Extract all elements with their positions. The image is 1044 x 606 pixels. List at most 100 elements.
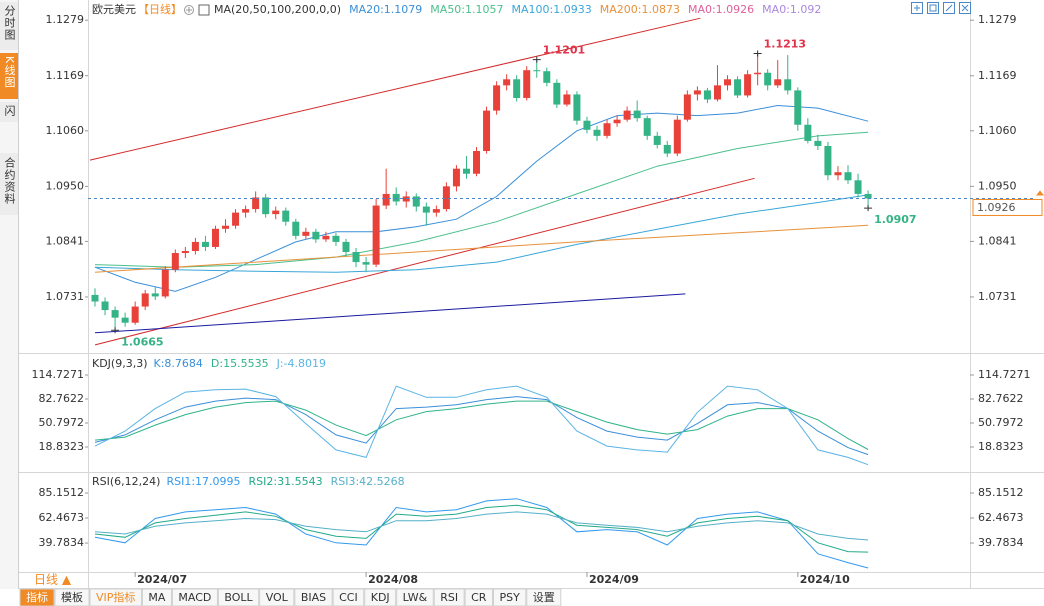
tab-label[interactable]: 设置: [533, 591, 555, 604]
candle-body: [252, 197, 260, 210]
candle-body: [543, 71, 551, 83]
candle-body: [101, 301, 109, 311]
candle-body: [91, 294, 99, 302]
tab-label[interactable]: RSI: [440, 591, 458, 604]
annotation-marker: [532, 56, 541, 63]
tab-label[interactable]: VIP指标: [96, 590, 135, 604]
icon[interactable]: [911, 2, 923, 14]
sidebar-tab[interactable]: [0, 2, 18, 50]
tab[interactable]: [464, 588, 493, 606]
x-tick-label: 2024/09: [589, 573, 639, 586]
sidebar-label[interactable]: 合约资料: [3, 156, 16, 205]
tab-label[interactable]: BIAS: [301, 591, 326, 604]
y-tick-label: 82.7622: [39, 392, 85, 405]
legend-entry: D:15.5535: [211, 357, 269, 370]
tab-label[interactable]: BOLL: [224, 591, 253, 604]
candle-body: [462, 168, 470, 174]
icon[interactable]: [943, 2, 955, 14]
y-tick-label: 50.7972: [978, 416, 1024, 429]
legend-entry: MA100:1.0933: [512, 3, 592, 16]
tab[interactable]: [433, 588, 465, 606]
candle-body: [774, 79, 782, 86]
y-tick-label: 1.1060: [46, 124, 85, 137]
tab-label[interactable]: LW&: [403, 591, 428, 604]
candle-body: [553, 82, 561, 105]
candle-body: [111, 310, 119, 318]
tab-label[interactable]: MA: [148, 591, 165, 604]
candle-body: [814, 140, 822, 146]
tab[interactable]: [259, 588, 295, 606]
tab[interactable]: [492, 588, 527, 606]
candle-body: [794, 90, 802, 125]
y-tick-label: 1.0841: [978, 234, 1017, 247]
candle-body: [262, 197, 270, 215]
y-tick-label: 18.8323: [978, 440, 1024, 453]
candle-body: [744, 74, 752, 96]
last-price-box: [972, 198, 1043, 216]
tab[interactable]: [396, 588, 434, 606]
period-button[interactable]: 日线 ▲: [34, 573, 72, 587]
candle-body: [523, 70, 531, 98]
chart-title: 欧元美元: [92, 3, 136, 16]
icon[interactable]: [927, 2, 939, 14]
tab[interactable]: [89, 588, 142, 606]
y-tick-label: 1.0731: [978, 290, 1017, 303]
tab[interactable]: [141, 588, 172, 606]
tab-label[interactable]: PSY: [499, 591, 520, 604]
sidebar-label[interactable]: K线图: [3, 56, 16, 88]
y-tick-label: 85.1512: [978, 486, 1024, 499]
tab-label[interactable]: CCI: [339, 591, 358, 604]
tab-label[interactable]: KDJ: [371, 591, 390, 604]
candle-body: [673, 119, 681, 154]
tab[interactable]: [19, 588, 55, 606]
y-tick-label: 50.7972: [39, 416, 85, 429]
legend-entry: MA20:1.1079: [349, 3, 422, 16]
candle-body: [141, 293, 149, 307]
y-tick-label: 62.4673: [39, 511, 85, 524]
tab-label[interactable]: VOL: [266, 591, 289, 604]
sidebar-label[interactable]: 闪: [3, 104, 16, 117]
annotation-label: 1.0907: [874, 213, 916, 226]
tab[interactable]: [294, 588, 333, 606]
y-tick-label: 1.0841: [46, 234, 85, 247]
sidebar-tab[interactable]: [0, 102, 18, 122]
tab-label[interactable]: CR: [471, 591, 487, 604]
icon[interactable]: [959, 2, 971, 14]
tab-label[interactable]: MACD: [178, 591, 211, 604]
annotation-marker: [111, 327, 120, 334]
candle-body: [292, 221, 300, 236]
sidebar-label[interactable]: 分时图: [3, 5, 16, 41]
candle-body: [181, 250, 189, 254]
y-tick-label: 1.1060: [978, 124, 1017, 137]
tab-label[interactable]: 指标: [26, 590, 48, 604]
sidebar-tab[interactable]: [0, 153, 18, 215]
settings-icon[interactable]: [198, 4, 210, 16]
tab[interactable]: [332, 588, 365, 606]
candle-body: [452, 168, 460, 187]
candle-body: [593, 129, 601, 136]
tab[interactable]: [526, 588, 562, 606]
add-icon[interactable]: [184, 5, 194, 15]
candle-body: [222, 225, 230, 229]
legend-entry: K:8.7684: [154, 357, 203, 370]
sidebar-tab-active[interactable]: [0, 53, 18, 99]
candle-body: [854, 180, 862, 194]
candle-body: [161, 269, 169, 297]
tab[interactable]: [54, 588, 90, 606]
tab[interactable]: [171, 588, 218, 606]
candle-body: [282, 210, 290, 222]
tab-label[interactable]: 模板: [61, 590, 83, 604]
y-tick-label: 1.1279: [46, 13, 85, 26]
tab[interactable]: [364, 588, 397, 606]
candle-body: [352, 252, 360, 263]
candle-body: [302, 231, 310, 236]
tab[interactable]: [217, 588, 260, 606]
trendline: [94, 293, 686, 334]
legend-entry: RSI2:31.5543: [249, 475, 323, 488]
candle-body: [171, 253, 179, 270]
annotation-label: 1.1201: [543, 44, 585, 57]
indicator-line: [94, 400, 869, 450]
